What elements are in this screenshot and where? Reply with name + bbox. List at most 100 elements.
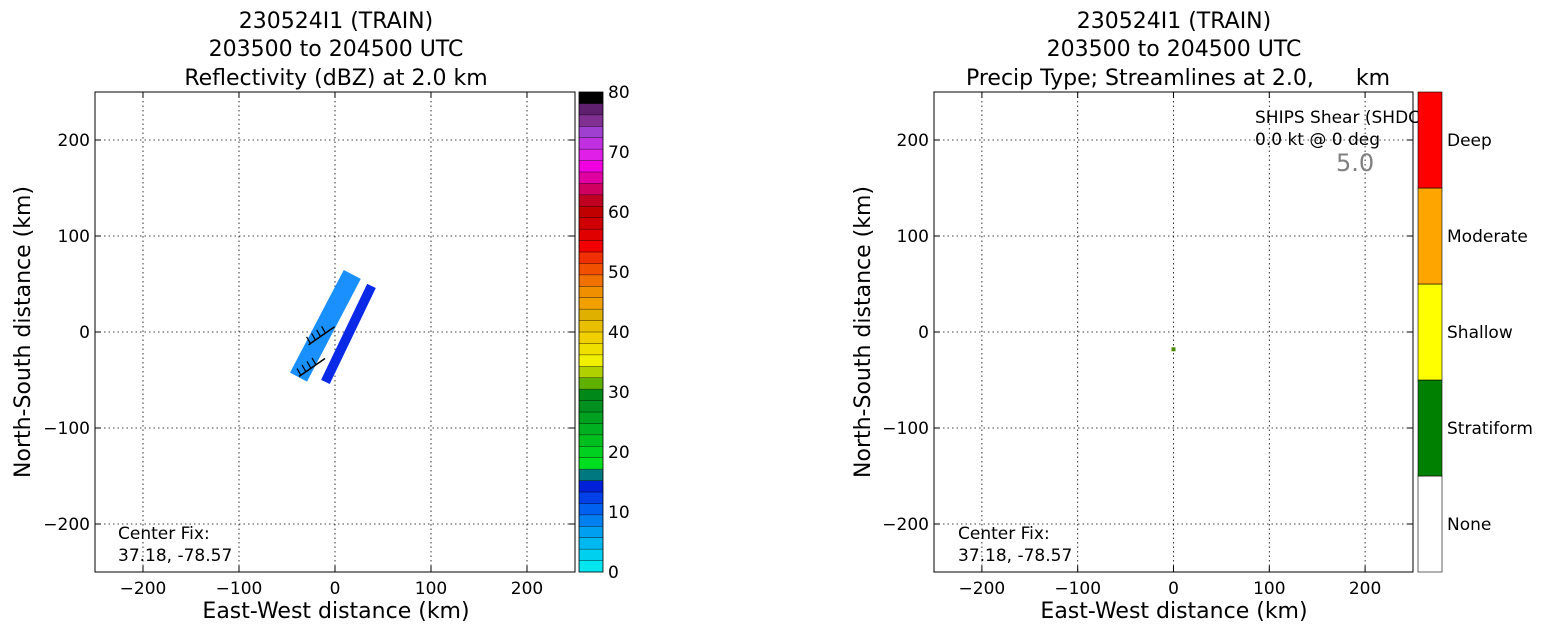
barb-flag — [311, 333, 317, 341]
colorbar-frame — [578, 91, 604, 573]
center-fix-label: Center Fix: — [958, 524, 1050, 544]
colorbar-segment — [579, 297, 603, 310]
colorbar-tick-label: 0 — [608, 563, 619, 583]
colorbar-segment — [1417, 379, 1443, 477]
colorbar-segment — [579, 274, 603, 287]
colorbar-tick-label: 10 — [608, 503, 630, 523]
barb-shaft — [308, 326, 336, 346]
reflectivity-band-outer — [290, 269, 361, 382]
center-fix-label: Center Fix: — [118, 524, 210, 544]
colorbar-tick-label: 70 — [608, 143, 630, 163]
shear-magnitude: 5.0 — [1336, 149, 1374, 177]
x-tick-label: 0 — [1168, 579, 1179, 599]
colorbar-segment — [579, 492, 603, 504]
barb-flag — [316, 329, 322, 338]
colorbar-segment — [579, 137, 603, 150]
y-tick-label: 100 — [58, 227, 90, 247]
wind-barb-upper — [306, 326, 336, 346]
wind-barb-lower — [296, 357, 326, 378]
colorbar-segment — [1417, 91, 1443, 189]
colorbar-segment — [579, 286, 603, 299]
panel-title-line-1: 230524I1 (TRAIN) — [239, 9, 433, 34]
colorbar-segment — [1417, 475, 1443, 573]
colorbar-segment — [579, 126, 603, 139]
colorbar-segment — [579, 434, 603, 447]
colorbar-segment — [1417, 187, 1443, 285]
colorbar-segment — [579, 389, 603, 401]
colorbar-segment — [1417, 283, 1443, 381]
colorbar-tick-label: 50 — [608, 263, 630, 283]
barb-flag — [306, 361, 312, 369]
colorbar-segment — [579, 343, 603, 356]
colorbar-segment — [579, 457, 603, 470]
x-tick-label: −200 — [120, 579, 167, 599]
colorbar-segment — [579, 412, 603, 424]
colorbar-segment — [579, 400, 603, 413]
colorbar-category-label: Stratiform — [1447, 419, 1533, 439]
colorbar-segment — [579, 92, 603, 104]
y-axis-label: North-South distance (km) — [11, 186, 36, 478]
colorbar-segment — [579, 229, 603, 241]
plot-area: −200 −100 0 100 200 −200 −100 0 100 200 — [43, 91, 576, 599]
colorbar-segment — [579, 160, 603, 173]
colorbar-tick-label: 30 — [608, 383, 630, 403]
barb-flag — [311, 357, 317, 366]
colorbar-segment — [579, 320, 603, 333]
reflectivity-colorbar: 0 10 20 30 40 50 60 70 80 — [578, 83, 630, 583]
panel-title-line-2: 203500 to 204500 UTC — [209, 37, 464, 62]
colorbar-category-label: Moderate — [1447, 227, 1528, 247]
plot-area: −200 −100 0 100 200 −200 −100 0 100 200 — [882, 91, 1414, 599]
colorbar-segment — [579, 149, 603, 161]
y-tick-label: 0 — [79, 323, 90, 343]
panel-title-line-3: Precip Type; Streamlines at 2.0, km — [966, 66, 1390, 91]
colorbar-segment — [579, 549, 603, 561]
x-tick-label: −100 — [1054, 579, 1101, 599]
barb-flag — [306, 336, 312, 345]
x-tick-label: 100 — [415, 579, 447, 599]
colorbar-segment — [579, 114, 603, 127]
y-tick-label: −100 — [882, 419, 929, 439]
colorbar-segment — [579, 526, 603, 539]
colorbar-segment — [579, 560, 603, 573]
reflectivity-band-inner — [321, 283, 376, 384]
panel-title-line-2: 203500 to 204500 UTC — [1047, 37, 1302, 62]
colorbar-segment — [579, 172, 603, 184]
colorbar-segment — [579, 240, 603, 253]
colorbar-tick-label: 40 — [608, 323, 630, 343]
y-tick-label: 200 — [58, 131, 90, 151]
colorbar-segment — [579, 206, 603, 219]
colorbar-segment — [579, 217, 603, 230]
barb-flag — [296, 368, 302, 376]
colorbar-segment — [579, 469, 603, 481]
y-axis-label: North-South distance (km) — [851, 186, 876, 478]
barb-flag — [321, 326, 327, 334]
y-tick-label: 0 — [918, 323, 929, 343]
x-tick-label: −100 — [216, 579, 263, 599]
center-fix-coords: 37.18, -78.57 — [958, 546, 1072, 566]
precip-type-colorbar: None Stratiform Shallow Moderate Deep — [1417, 91, 1533, 573]
colorbar-segment — [579, 366, 603, 379]
y-tick-label: −100 — [43, 419, 90, 439]
reflectivity-panel: 230524I1 (TRAIN) 203500 to 204500 UTC Re… — [11, 9, 630, 624]
colorbar-segment — [579, 252, 603, 264]
y-tick-label: −200 — [43, 515, 90, 535]
shear-value-text: 0.0 kt @ 0 deg — [1255, 130, 1380, 150]
y-tick-label: 200 — [897, 131, 929, 151]
center-fix-coords: 37.18, -78.57 — [118, 546, 232, 566]
colorbar-segment — [579, 377, 603, 390]
x-tick-label: −200 — [959, 579, 1006, 599]
colorbar-tick-label: 20 — [608, 443, 630, 463]
y-tick-label: 100 — [897, 227, 929, 247]
colorbar-segment — [579, 263, 603, 276]
colorbar-category-label: None — [1447, 515, 1491, 535]
x-tick-label: 200 — [511, 579, 543, 599]
colorbar-segment — [579, 194, 603, 207]
colorbar-segment — [579, 423, 603, 436]
colorbar-segment — [579, 354, 603, 367]
shear-label: SHIPS Shear (SHDC): — [1255, 108, 1432, 128]
colorbar-segment — [579, 480, 603, 493]
colorbar-segment — [579, 514, 603, 527]
colorbar-segment — [579, 446, 603, 459]
x-tick-label: 200 — [1349, 579, 1381, 599]
